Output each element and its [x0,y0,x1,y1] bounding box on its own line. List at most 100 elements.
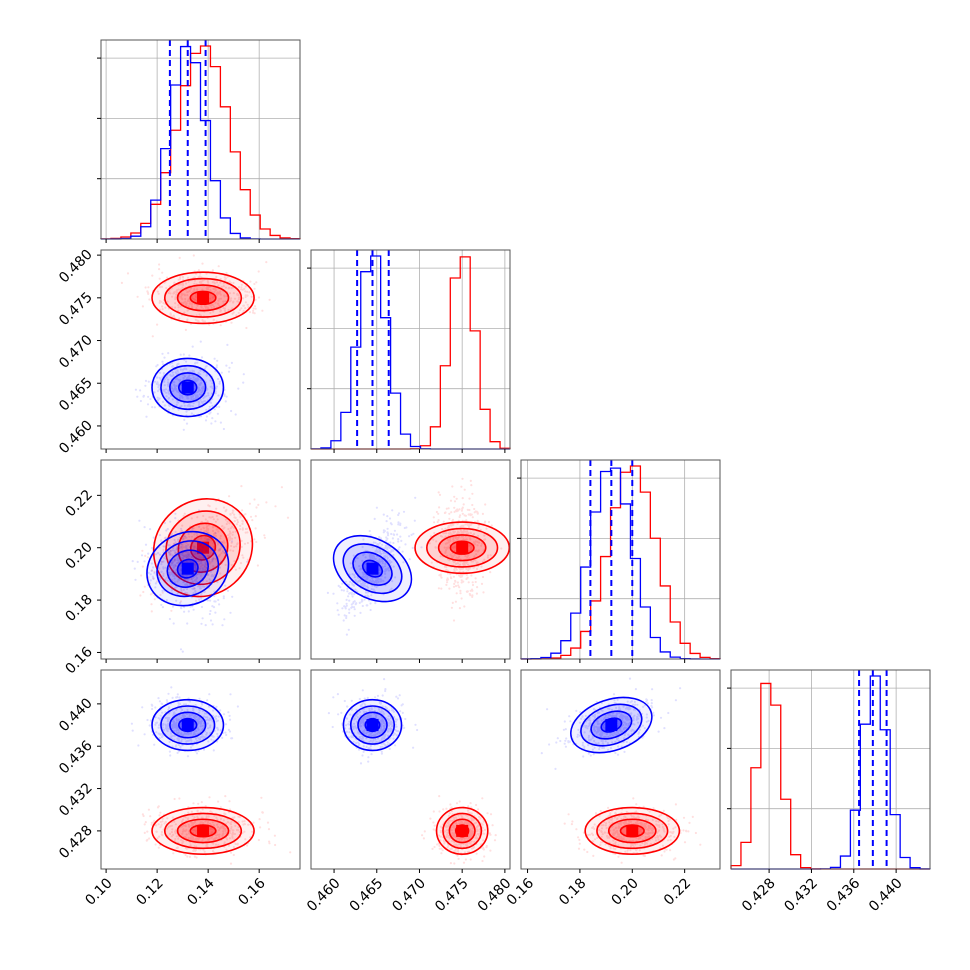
scatter-point [227,287,230,290]
scatter-point [211,404,214,407]
scatter-point [432,516,435,519]
scatter-point [181,396,184,399]
scatter-point [274,843,277,847]
scatter-point [174,296,177,299]
scatter-point [170,609,173,612]
scatter-point [213,288,216,291]
scatter-point [399,710,402,713]
scatter-point [163,378,166,381]
scatter-point [465,519,468,522]
scatter-point [413,519,416,522]
scatter-point [453,506,456,509]
scatter-point [178,696,181,699]
scatter-point [203,399,207,403]
density-peak [197,291,210,304]
scatter-point [458,800,461,803]
scatter-point [268,840,271,843]
scatter-point [173,797,176,801]
scatter-point [143,823,146,826]
scatter-point [177,362,180,365]
scatter-point [134,578,137,581]
scatter-point [190,398,193,401]
scatter-point [201,389,204,392]
scatter-point [475,803,478,807]
scatter-point [197,372,200,375]
scatter-point [163,380,166,383]
scatter-point [242,304,245,307]
scatter-point [342,619,345,622]
scatter-point [180,395,183,398]
scatter-point [443,511,446,515]
scatter-point [248,311,252,314]
scatter-point [386,537,389,540]
scatter-point [151,546,154,550]
scatter-point [156,389,160,393]
scatter-point [244,290,247,293]
scatter-point [451,518,455,521]
scatter-point [162,380,166,383]
scatter-point [136,395,139,398]
scatter-point [182,301,185,304]
scatter-point [189,405,192,408]
scatter-point [194,318,197,321]
scatter-point [139,594,142,597]
scatter-point [369,602,372,605]
scatter-point [137,744,140,747]
scatter-point [179,277,182,280]
scatter-point [208,796,211,799]
scatter-point [228,280,231,283]
scatter-point [404,543,407,546]
scatter-point [172,852,175,855]
scatter-point [186,276,190,279]
scatter-point [136,295,139,298]
scatter-point [212,281,215,284]
scatter-point [161,389,164,392]
scatter-point [199,281,202,284]
scatter-point [237,298,240,301]
scatter-point [190,412,193,415]
scatter-point [197,320,200,323]
scatter-point [190,302,193,305]
scatter-point [343,699,346,703]
scatter-point [351,595,354,598]
scatter-point [197,387,200,390]
scatter-point [187,280,190,283]
scatter-point [153,598,156,601]
scatter-point [253,312,256,315]
scatter-point [169,373,172,377]
scatter-point [224,795,227,798]
scatter-point [149,815,152,818]
scatter-point [159,286,162,289]
scatter-point [197,802,200,805]
scatter-point [172,407,175,410]
scatter-point [389,541,392,544]
scatter-point [190,303,193,306]
scatter-point [194,379,198,383]
scatter-point [166,300,169,303]
scatter-point [177,288,180,291]
scatter-point [240,288,243,291]
scatter-point [218,304,221,307]
scatter-point [163,356,166,359]
scatter-point [461,512,464,515]
grid [101,40,300,239]
scatter-point [139,399,142,403]
scatter-point [179,368,182,371]
scatter-point [204,365,207,368]
scatter-point [374,602,377,605]
scatter-point [178,797,181,800]
scatter-point [486,812,489,815]
scatter-point [217,598,220,602]
scatter-point [160,603,163,607]
scatter-point [219,290,222,293]
scatter-point [131,729,134,732]
scatter-point [368,529,371,533]
scatter-point [200,391,203,394]
scatter-point [437,519,440,522]
scatter-point [219,277,222,281]
scatter-point [184,297,187,301]
scatter-point [253,287,256,290]
scatter-point [240,307,243,310]
scatter-point [182,353,185,356]
scatter-point [466,590,469,593]
